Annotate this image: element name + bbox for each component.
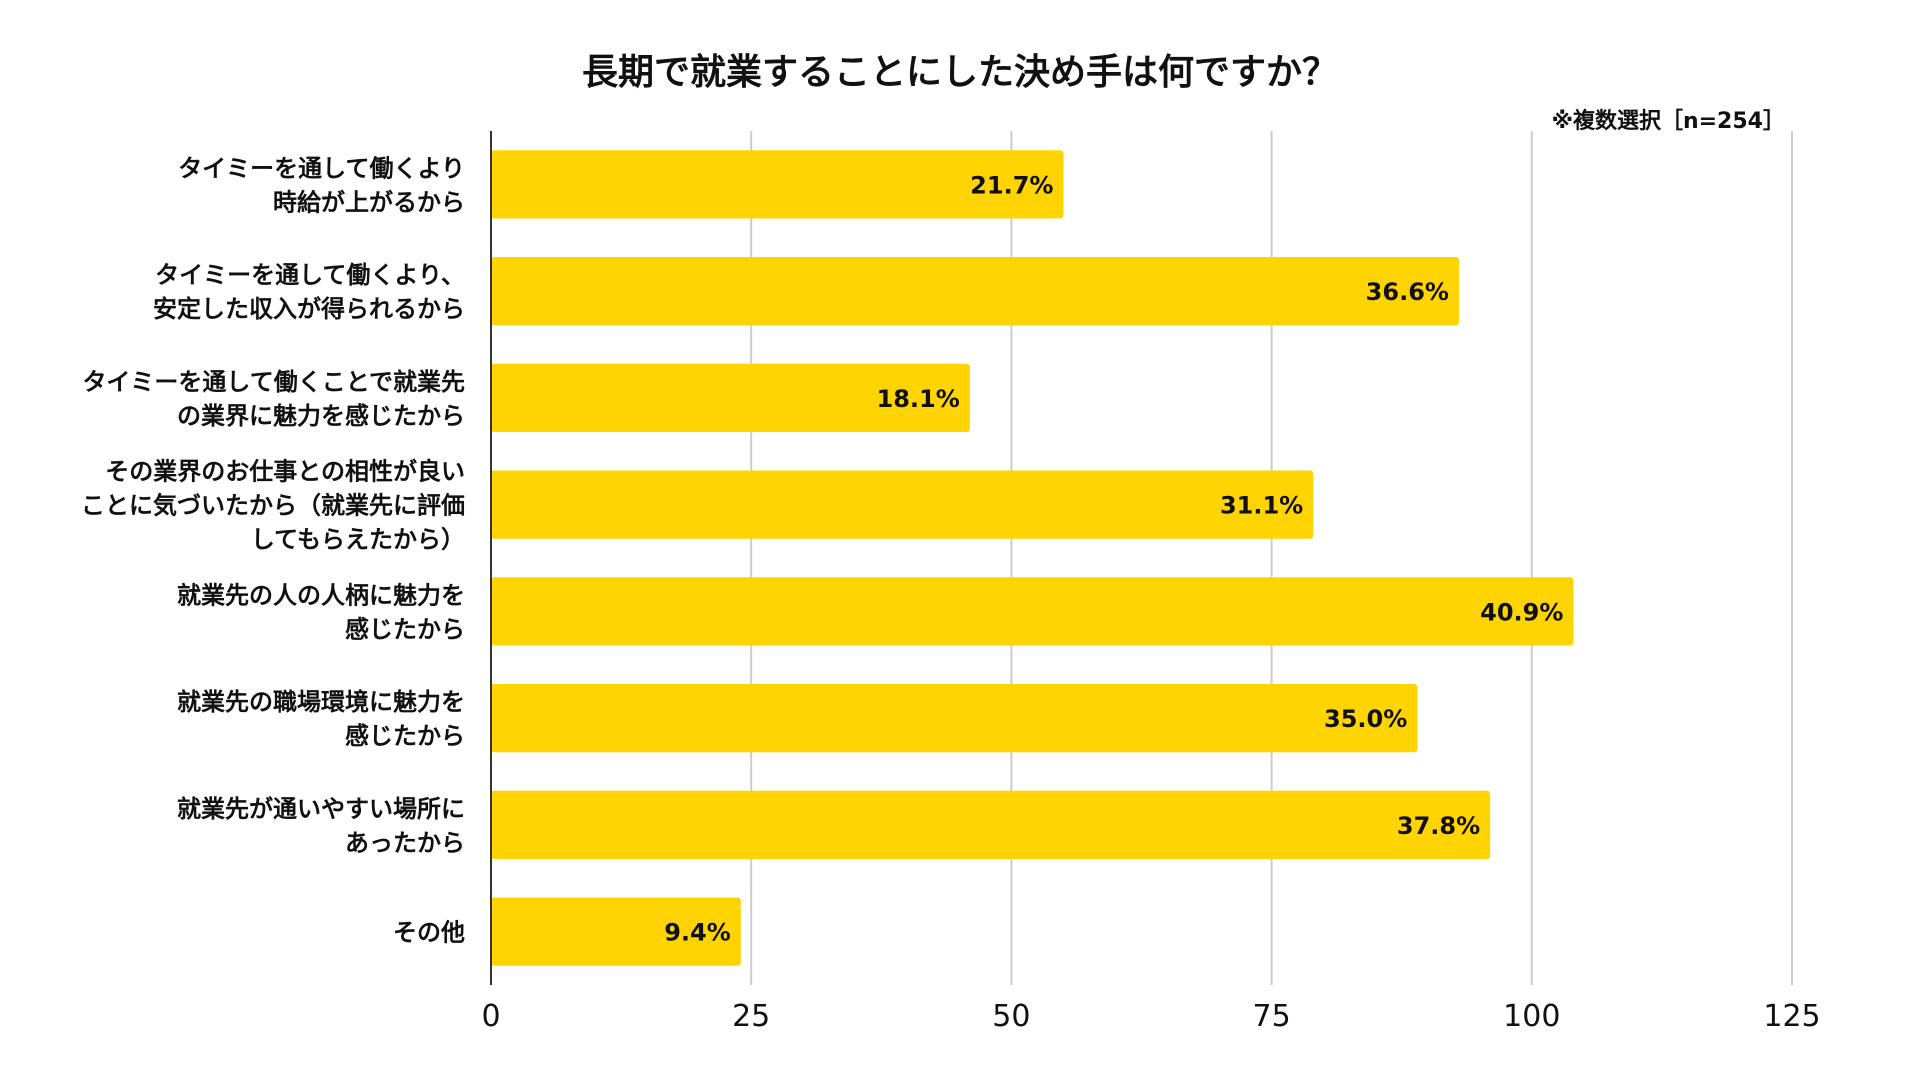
bar	[491, 577, 1574, 646]
category-label: その他	[393, 919, 465, 947]
data-label: 35.0%	[1324, 705, 1407, 733]
x-tick-label: 50	[992, 999, 1030, 1034]
bar	[491, 790, 1491, 860]
category-label: タイミーを通して働くことで就業先	[82, 368, 465, 396]
sample-note: ※複数選択［n=254］	[1552, 108, 1785, 134]
x-tick-label: 75	[1253, 999, 1291, 1034]
category-label: ことに気づいたから（就業先に評価	[81, 492, 465, 520]
category-label: 就業先の職場環境に魅力を	[177, 688, 465, 716]
category-label: あったから	[345, 829, 465, 857]
data-label: 21.7%	[970, 171, 1053, 199]
bar	[491, 363, 970, 433]
category-label: 感じたから	[345, 615, 465, 643]
data-label: 31.1%	[1220, 492, 1303, 520]
category-label: その業界のお仕事との相性が良い	[105, 458, 465, 486]
chart-title: 長期で就業することにした決め手は何ですか？	[582, 52, 1338, 93]
data-label: 36.6%	[1366, 278, 1449, 306]
bar	[491, 470, 1314, 539]
bars: 21.7% 36.6% 18.1% 31.1% 40.9% 35.0% 37.8% 9.4%	[491, 150, 1574, 966]
data-label: 9.4%	[664, 919, 731, 947]
x-tick-label: 25	[732, 999, 770, 1034]
data-label: 37.8%	[1397, 812, 1480, 840]
x-tick-labels: 0 25 50 75 100 125	[481, 999, 1820, 1034]
bar	[491, 683, 1418, 753]
bar	[491, 150, 1064, 219]
category-label: タイミーを通して働くより、	[155, 261, 465, 289]
category-label: してもらえたから）	[251, 526, 465, 554]
category-label: 就業先が通いやすい場所に	[177, 795, 465, 823]
data-label: 18.1%	[877, 385, 960, 413]
x-tick-label: 100	[1503, 999, 1560, 1034]
category-label: の業界に魅力を感じたから	[177, 402, 465, 430]
category-label: タイミーを通して働くより	[178, 154, 465, 182]
bar	[491, 256, 1459, 326]
x-tick-label: 125	[1763, 999, 1820, 1034]
category-label: 就業先の人の人柄に魅力を	[177, 581, 465, 609]
category-label: 安定した収入が得られるから	[153, 295, 465, 323]
category-labels: タイミーを通して働くより時給が上がるからタイミーを通して働くより、安定した収入が…	[81, 154, 465, 946]
category-label: 感じたから	[345, 722, 465, 750]
x-tick-label: 0	[481, 999, 500, 1034]
bar	[491, 897, 741, 966]
data-label: 40.9%	[1480, 598, 1563, 626]
category-label: 時給が上がるから	[273, 188, 465, 216]
